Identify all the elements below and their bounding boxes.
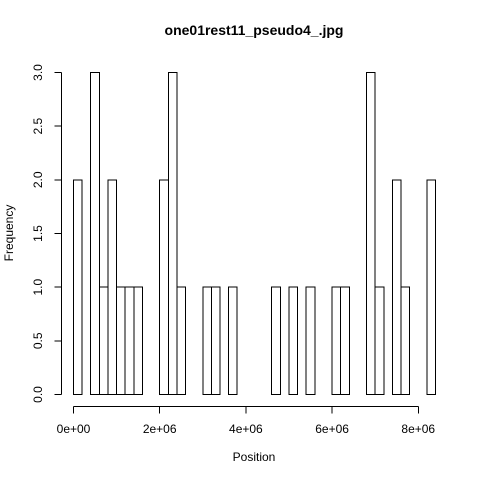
x-tick-label: 8e+06 — [401, 422, 435, 436]
histogram-bar — [73, 179, 83, 395]
histogram-bar — [271, 286, 281, 396]
y-tick-label: 0.5 — [31, 332, 45, 349]
x-axis-label: Position — [233, 450, 276, 464]
histogram-bar — [124, 286, 135, 396]
histogram-bars — [73, 72, 436, 396]
histogram-bar — [228, 286, 238, 396]
y-tick-label: 1.5 — [31, 225, 45, 242]
y-tick-label: 1.0 — [31, 279, 45, 296]
histogram-bar — [202, 286, 212, 396]
histogram-bar — [331, 286, 342, 396]
histogram-bar — [167, 72, 178, 395]
histogram-bar — [366, 72, 376, 395]
y-axis-label: Frequency — [2, 205, 16, 262]
y-tick-label: 0.0 — [31, 386, 45, 403]
x-tick-label: 4e+06 — [229, 422, 263, 436]
x-tick-label: 6e+06 — [315, 422, 349, 436]
histogram-bar — [400, 286, 411, 396]
histogram-bar — [107, 179, 118, 395]
chart-title: one01rest11_pseudo4_.jpg — [165, 22, 344, 38]
histogram-bar — [391, 179, 402, 395]
y-tick-label: 3.0 — [31, 64, 45, 81]
x-tick-label: 0e+00 — [57, 422, 91, 436]
histogram-bar — [210, 286, 221, 396]
histogram-bar — [98, 286, 109, 396]
histogram-bar — [133, 286, 143, 396]
histogram-bar — [159, 179, 169, 395]
histogram-bar — [305, 286, 316, 396]
x-axis: 0e+00 2e+06 4e+06 6e+06 8e+06 — [57, 406, 435, 436]
histogram-bar — [116, 286, 126, 396]
histogram-bar — [176, 286, 186, 396]
histogram-bar — [374, 286, 385, 396]
histogram-bar — [288, 286, 299, 396]
y-tick-label: 2.5 — [31, 118, 45, 135]
histogram-bar — [90, 72, 100, 395]
histogram-bar — [340, 286, 350, 396]
y-axis: 0.0 0.5 1.0 1.5 2.0 2.5 3.0 — [31, 64, 62, 403]
histogram-bar — [426, 179, 436, 395]
y-tick-label: 2.0 — [31, 171, 45, 188]
x-tick-label: 2e+06 — [143, 422, 177, 436]
